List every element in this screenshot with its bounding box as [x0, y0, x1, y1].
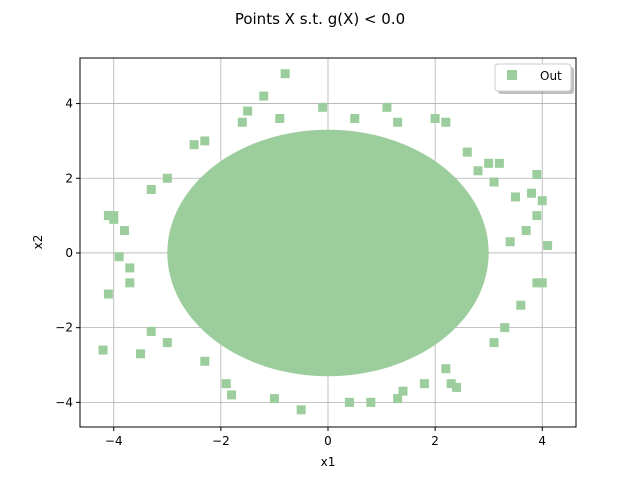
data-point — [269, 394, 279, 404]
data-point — [537, 278, 547, 288]
data-point — [296, 405, 306, 415]
data-point — [162, 338, 172, 348]
points-layer — [98, 69, 553, 415]
data-point — [200, 356, 210, 366]
data-point — [510, 192, 520, 202]
ticks-layer: −4 −2 0 2 4 −4 −2 0 2 4 — [55, 97, 546, 448]
data-point — [452, 382, 462, 392]
y-tick-label: −2 — [55, 321, 73, 335]
data-point — [237, 117, 247, 127]
y-tick-label: −4 — [55, 395, 73, 409]
data-point — [243, 106, 253, 116]
data-point — [136, 349, 146, 359]
data-point — [98, 345, 108, 355]
x-tick-label: 4 — [538, 434, 546, 448]
legend-marker — [507, 70, 517, 80]
data-point — [344, 397, 354, 407]
chart-title: Points X s.t. g(X) < 0.0 — [235, 10, 405, 28]
data-point — [350, 114, 360, 124]
data-point — [473, 166, 483, 176]
data-point — [532, 278, 542, 288]
data-point — [189, 140, 199, 150]
data-point — [521, 226, 531, 236]
data-point — [441, 117, 451, 127]
y-axis-label: x2 — [31, 235, 45, 250]
data-point — [532, 211, 542, 221]
data-point — [462, 147, 472, 157]
data-point — [505, 237, 515, 247]
data-point — [280, 69, 290, 79]
data-point — [516, 300, 526, 310]
data-point — [119, 226, 129, 236]
data-point — [500, 323, 510, 333]
data-point — [221, 379, 231, 389]
dense-point-cloud — [167, 129, 489, 377]
data-point — [382, 102, 392, 112]
data-point — [446, 379, 456, 389]
data-point — [318, 102, 328, 112]
x-tick-label: 2 — [431, 434, 439, 448]
data-point — [162, 173, 172, 183]
data-point — [441, 364, 451, 374]
data-point — [103, 211, 113, 221]
x-tick-label: 0 — [324, 434, 332, 448]
data-point — [200, 136, 210, 146]
data-point — [366, 397, 376, 407]
data-point — [430, 114, 440, 124]
data-point — [393, 117, 403, 127]
legend-label: Out — [540, 69, 562, 83]
data-point — [489, 177, 499, 187]
data-point — [125, 278, 135, 288]
data-point — [537, 196, 547, 206]
data-point — [275, 114, 285, 124]
data-point — [527, 188, 537, 198]
data-point — [419, 379, 429, 389]
y-tick-label: 2 — [65, 171, 73, 185]
data-point — [114, 252, 124, 262]
data-point — [532, 170, 542, 180]
data-point — [398, 386, 408, 396]
x-axis-label: x1 — [321, 455, 336, 469]
y-tick-label: 0 — [65, 246, 73, 260]
x-tick-label: −2 — [212, 434, 230, 448]
data-point — [494, 158, 504, 168]
data-point — [393, 394, 403, 404]
x-tick-label: −4 — [105, 434, 123, 448]
data-point — [146, 184, 156, 194]
data-point — [227, 390, 237, 400]
data-point — [543, 240, 553, 250]
data-point — [125, 263, 135, 273]
data-point — [259, 91, 269, 101]
y-tick-label: 4 — [65, 97, 73, 111]
data-point — [109, 214, 119, 224]
data-point — [484, 158, 494, 168]
data-point — [103, 289, 113, 299]
data-point — [146, 326, 156, 336]
data-point — [489, 338, 499, 348]
legend: Out — [494, 63, 574, 94]
